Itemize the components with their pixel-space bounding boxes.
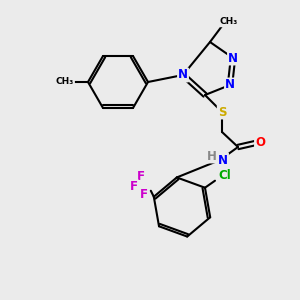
Text: CH₃: CH₃ <box>56 77 74 86</box>
Text: CH₃: CH₃ <box>220 17 238 26</box>
Text: N: N <box>228 52 238 64</box>
Text: F: F <box>130 180 138 193</box>
Text: O: O <box>255 136 265 148</box>
Text: N: N <box>218 154 228 166</box>
Text: Cl: Cl <box>219 169 231 182</box>
Text: H: H <box>207 149 217 163</box>
Text: N: N <box>178 68 188 82</box>
Text: N: N <box>225 79 235 92</box>
Text: S: S <box>218 106 226 118</box>
Text: F: F <box>137 170 145 183</box>
Text: F: F <box>140 188 148 201</box>
